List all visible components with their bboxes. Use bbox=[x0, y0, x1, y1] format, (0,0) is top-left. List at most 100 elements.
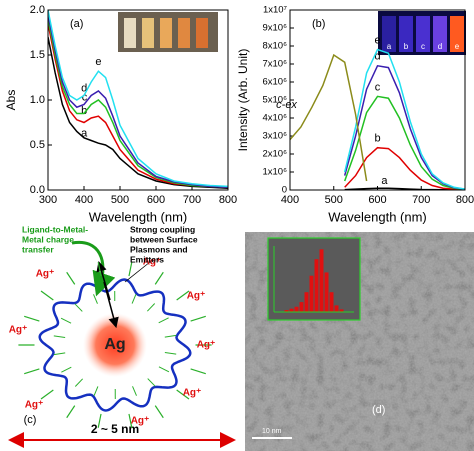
vial-label: a bbox=[387, 42, 392, 51]
histogram-bar bbox=[304, 292, 309, 312]
y-tick-label: 3x10⁶ bbox=[262, 131, 287, 142]
y-axis-title: Abs bbox=[4, 90, 18, 111]
vial-label: b bbox=[404, 42, 409, 51]
series-label: a bbox=[381, 175, 388, 187]
x-tick-label: 300 bbox=[39, 194, 57, 206]
ligand bbox=[190, 315, 206, 322]
ligand bbox=[74, 378, 84, 387]
x-tick-label: 700 bbox=[412, 194, 430, 206]
series-line bbox=[343, 95, 465, 190]
ion-label: Ag⁺ bbox=[131, 416, 150, 427]
ligand bbox=[158, 366, 170, 373]
plot-frame bbox=[289, 9, 466, 191]
series-line bbox=[344, 146, 465, 190]
series-label: e bbox=[374, 35, 380, 47]
series-line bbox=[48, 14, 228, 189]
histogram-bar bbox=[339, 309, 344, 312]
histogram-bar bbox=[284, 310, 289, 312]
panel-label: (a) bbox=[70, 18, 83, 30]
series-label: b bbox=[81, 105, 87, 117]
ligand bbox=[60, 317, 72, 324]
ligand bbox=[158, 317, 169, 324]
ligand bbox=[61, 366, 72, 373]
ligand bbox=[97, 262, 102, 277]
series-line bbox=[343, 64, 465, 190]
histogram-bar bbox=[314, 259, 319, 312]
y-tick-label: 2x10⁶ bbox=[262, 149, 287, 160]
vial-label: d bbox=[438, 42, 442, 51]
histogram-bar bbox=[299, 302, 304, 312]
ligand bbox=[93, 386, 99, 397]
ligand bbox=[131, 293, 137, 304]
series-label: b bbox=[374, 133, 380, 145]
vial-label: c bbox=[421, 42, 425, 51]
ligand bbox=[53, 352, 66, 356]
histogram-bar bbox=[289, 308, 294, 312]
ligand bbox=[53, 335, 66, 339]
y-tick-label: 6x10⁶ bbox=[262, 77, 287, 88]
ligand bbox=[128, 413, 133, 428]
ligand bbox=[74, 303, 83, 312]
series-line bbox=[48, 36, 228, 189]
plot-frame bbox=[47, 9, 229, 191]
ligand bbox=[164, 351, 177, 355]
ligand bbox=[190, 368, 206, 375]
ligand bbox=[24, 368, 40, 375]
x-tick-label: 600 bbox=[368, 194, 386, 206]
y-tick-label: 8x10⁶ bbox=[262, 41, 287, 52]
series-label: d bbox=[81, 82, 87, 94]
x-tick-label: 700 bbox=[183, 194, 201, 206]
histogram-bar bbox=[329, 292, 334, 312]
y-tick-label: 0.0 bbox=[30, 184, 45, 196]
x-tick-label: 500 bbox=[325, 194, 343, 206]
series-line bbox=[343, 48, 465, 190]
ligand bbox=[97, 413, 102, 428]
panel-label: (d) bbox=[372, 404, 385, 416]
ligand bbox=[176, 290, 190, 301]
coupling-label: Strong coupling bbox=[130, 224, 195, 234]
series-label: c bbox=[375, 81, 381, 93]
histogram-bar bbox=[309, 275, 314, 312]
ligand bbox=[24, 315, 40, 322]
ligand bbox=[128, 262, 133, 277]
series-label: d bbox=[374, 51, 380, 63]
y-tick-label: 9x10⁶ bbox=[262, 23, 287, 34]
plasmon-glow bbox=[83, 313, 147, 377]
y-tick-label: 2.0 bbox=[30, 4, 45, 16]
photo-inset-b bbox=[378, 11, 466, 55]
histogram-bar bbox=[324, 272, 329, 312]
ion-label: Ag⁺ bbox=[9, 325, 28, 336]
y-tick-label: 0.5 bbox=[30, 139, 45, 151]
y-tick-label: 1x10⁷ bbox=[263, 5, 288, 16]
y-tick-label: 0 bbox=[282, 185, 287, 196]
center-label: Ag bbox=[104, 336, 125, 353]
x-axis-title: Wavelength (nm) bbox=[328, 209, 427, 224]
series-label: c bbox=[82, 91, 88, 103]
ion-label: Ag⁺ bbox=[143, 257, 162, 268]
series-line bbox=[48, 18, 228, 189]
transfer-arrow bbox=[71, 240, 116, 297]
ligand bbox=[40, 389, 54, 400]
y-tick-label: 1.5 bbox=[30, 49, 45, 61]
series-label: a bbox=[81, 127, 88, 139]
series-label: e bbox=[95, 56, 101, 68]
photo-inset-a bbox=[118, 12, 218, 52]
ion-label: Ag⁺ bbox=[25, 400, 44, 411]
tem-panel: 10 nm (d) bbox=[245, 232, 474, 451]
y-tick-label: 1x10⁶ bbox=[262, 167, 287, 178]
ligand bbox=[40, 290, 54, 301]
ligand bbox=[176, 389, 190, 400]
ion-label: Ag⁺ bbox=[197, 340, 216, 351]
ion-label: Ag⁺ bbox=[187, 291, 206, 302]
x-tick-label: 800 bbox=[456, 194, 474, 206]
ligand bbox=[132, 386, 137, 396]
histogram-bar bbox=[319, 249, 324, 312]
coupling-label: Plasmons and bbox=[130, 244, 188, 254]
series-label: c-ex bbox=[276, 99, 297, 111]
x-tick-label: 500 bbox=[111, 194, 129, 206]
coupling-label: Emitters bbox=[130, 254, 164, 264]
ion-label: Ag⁺ bbox=[36, 269, 55, 280]
y-tick-label: 1.0 bbox=[30, 94, 45, 106]
